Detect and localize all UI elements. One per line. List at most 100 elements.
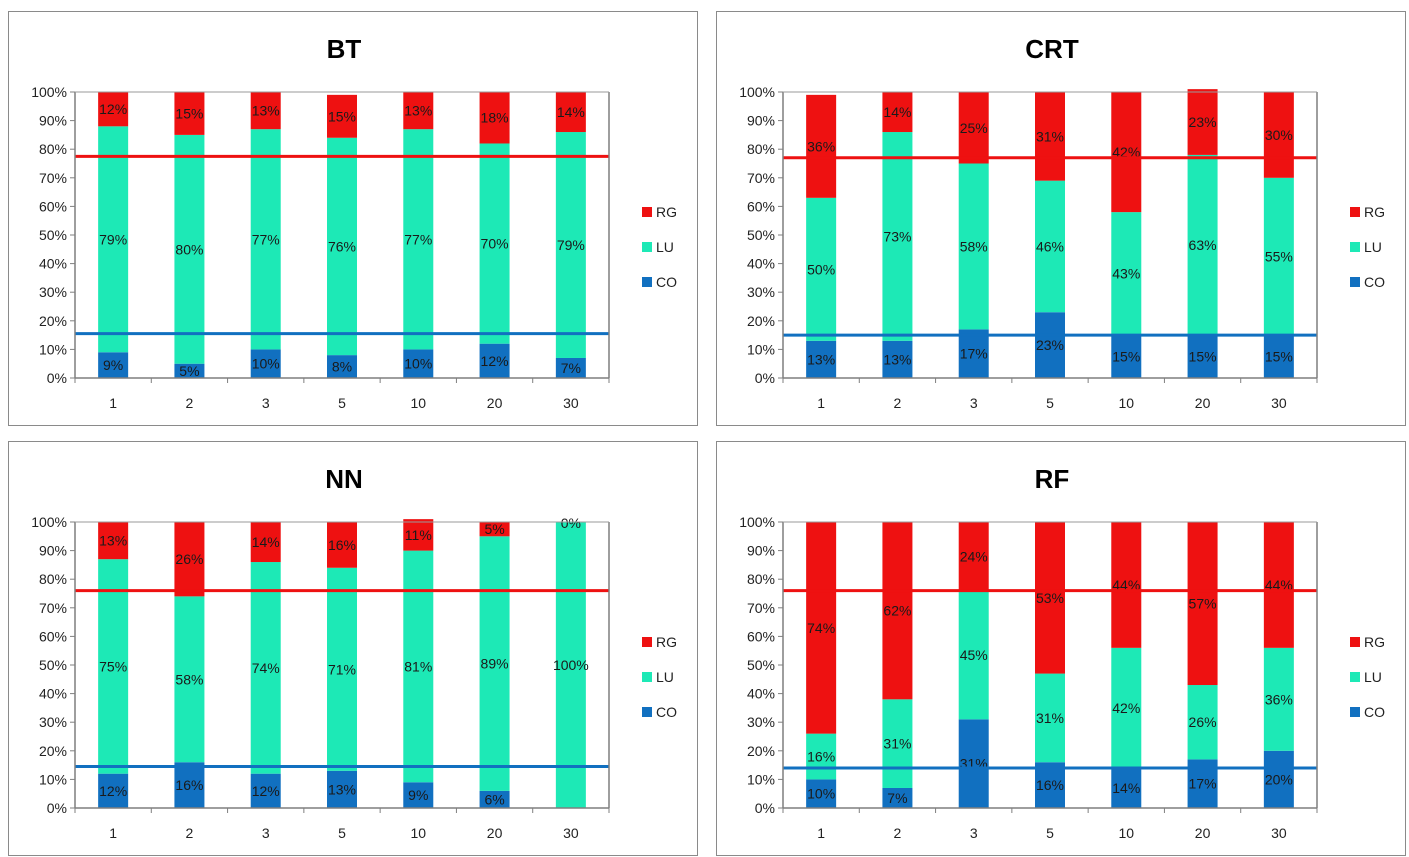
- bar-segment-co: [174, 363, 205, 378]
- data-label-rg: 14%: [252, 534, 280, 550]
- x-tick-label: 1: [109, 825, 117, 841]
- bar-segment-co: [958, 719, 989, 808]
- chart-panel-rf: RF 0% 10% 20% 30% 40% 50% 60% 70% 80% 90% 100% 10% 16…: [716, 441, 1406, 856]
- data-label-lu: 36%: [1265, 691, 1293, 707]
- bar-segment-co: [250, 773, 281, 808]
- y-tick-label: 30%: [747, 284, 775, 300]
- bar-segment-lu: [806, 733, 837, 780]
- legend-swatch-rg: [642, 637, 652, 647]
- data-label-rg: 26%: [175, 551, 203, 567]
- x-tick-label: 10: [1118, 825, 1134, 841]
- data-label-co: 5%: [179, 363, 199, 379]
- y-tick-label: 30%: [747, 714, 775, 730]
- chart-title: BT: [327, 34, 362, 64]
- y-tick-label: 100%: [739, 514, 775, 530]
- bar-segment-lu: [555, 522, 586, 808]
- legend-label-lu: LU: [1364, 239, 1382, 255]
- legend-swatch-lu: [642, 242, 652, 252]
- data-label-rg: 16%: [328, 537, 356, 553]
- x-tick-label: 3: [970, 825, 978, 841]
- chart-svg: CRT 0% 10% 20% 30% 40% 50% 60% 70% 80% 90% 100% 13% 5…: [739, 34, 1385, 411]
- data-label-co: 15%: [1112, 349, 1140, 365]
- data-label-lu: 45%: [960, 647, 988, 663]
- data-label-co: 15%: [1265, 349, 1293, 365]
- bar-segment-rg: [250, 522, 281, 563]
- y-tick-label: 40%: [747, 256, 775, 272]
- data-label-lu: 79%: [99, 231, 127, 247]
- x-tick-label: 20: [487, 825, 503, 841]
- data-label-rg: 44%: [1265, 577, 1293, 593]
- data-label-lu: 89%: [481, 656, 509, 672]
- legend-label-rg: RG: [656, 634, 677, 650]
- y-tick-label: 30%: [39, 714, 67, 730]
- x-tick-label: 20: [1195, 395, 1211, 411]
- bar-segment-rg: [250, 92, 281, 130]
- data-label-lu: 71%: [328, 661, 356, 677]
- data-label-rg: 30%: [1265, 127, 1293, 143]
- bar-segment-lu: [327, 567, 357, 771]
- y-tick-label: 40%: [39, 256, 67, 272]
- y-tick-label: 60%: [747, 198, 775, 214]
- x-tick-label: 3: [262, 825, 270, 841]
- legend-swatch-lu: [1350, 672, 1360, 682]
- y-tick-label: 20%: [39, 743, 67, 759]
- data-label-rg: 14%: [883, 104, 911, 120]
- data-label-rg: 5%: [484, 521, 504, 537]
- data-label-rg: 74%: [807, 620, 835, 636]
- bar-segment-lu: [1187, 154, 1218, 336]
- data-label-lu: 77%: [252, 231, 280, 247]
- data-label-lu: 58%: [960, 238, 988, 254]
- y-tick-label: 50%: [747, 657, 775, 673]
- bar-segment-co: [98, 352, 129, 378]
- bar-segment-rg: [327, 94, 357, 138]
- chart-title: CRT: [1025, 34, 1079, 64]
- bar-segment-rg: [174, 522, 205, 597]
- x-tick-label: 2: [894, 825, 902, 841]
- bar-segment-co: [327, 770, 357, 808]
- y-tick-label: 20%: [747, 313, 775, 329]
- data-label-co: 12%: [252, 783, 280, 799]
- legend-label-co: CO: [656, 704, 677, 720]
- x-tick-label: 1: [817, 825, 825, 841]
- legend-swatch-rg: [1350, 207, 1360, 217]
- data-label-lu: 100%: [553, 657, 589, 673]
- legend-label-rg: RG: [656, 204, 677, 220]
- y-tick-label: 90%: [39, 543, 67, 559]
- x-tick-label: 5: [1046, 825, 1054, 841]
- y-tick-label: 10%: [747, 771, 775, 787]
- bar-segment-co: [250, 349, 281, 378]
- y-tick-label: 70%: [39, 600, 67, 616]
- bar-segment-rg: [1187, 89, 1218, 155]
- bar-segment-co: [1035, 762, 1065, 808]
- y-tick-label: 60%: [39, 628, 67, 644]
- legend-label-co: CO: [656, 274, 677, 290]
- bar-segment-lu: [882, 699, 913, 788]
- data-label-co: 12%: [481, 353, 509, 369]
- bar-segment-co: [1187, 335, 1218, 378]
- y-tick-label: 20%: [747, 743, 775, 759]
- bar-segment-rg: [555, 92, 586, 133]
- bar-segment-co: [1111, 767, 1142, 808]
- bar-segment-lu: [1187, 685, 1218, 760]
- data-label-co: 23%: [1036, 337, 1064, 353]
- bar-segment-lu: [479, 143, 510, 344]
- data-label-co: 9%: [408, 787, 428, 803]
- bar-segment-lu: [1263, 177, 1294, 336]
- data-label-rg: 36%: [807, 138, 835, 154]
- data-label-lu: 58%: [175, 671, 203, 687]
- data-label-lu: 50%: [807, 261, 835, 277]
- data-label-lu: 76%: [328, 238, 356, 254]
- bar-segment-rg: [98, 522, 129, 560]
- bar-segment-co: [174, 762, 205, 808]
- bar-segment-co: [1035, 312, 1065, 378]
- legend-swatch-rg: [642, 207, 652, 217]
- data-label-lu: 55%: [1265, 248, 1293, 264]
- legend-swatch-co: [1350, 707, 1360, 717]
- x-tick-label: 5: [338, 395, 346, 411]
- bar-segment-rg: [806, 94, 837, 198]
- data-label-co: 13%: [328, 781, 356, 797]
- x-tick-label: 30: [563, 395, 579, 411]
- bar-segment-rg: [403, 519, 434, 551]
- data-label-co: 8%: [332, 359, 352, 375]
- legend-swatch-co: [642, 277, 652, 287]
